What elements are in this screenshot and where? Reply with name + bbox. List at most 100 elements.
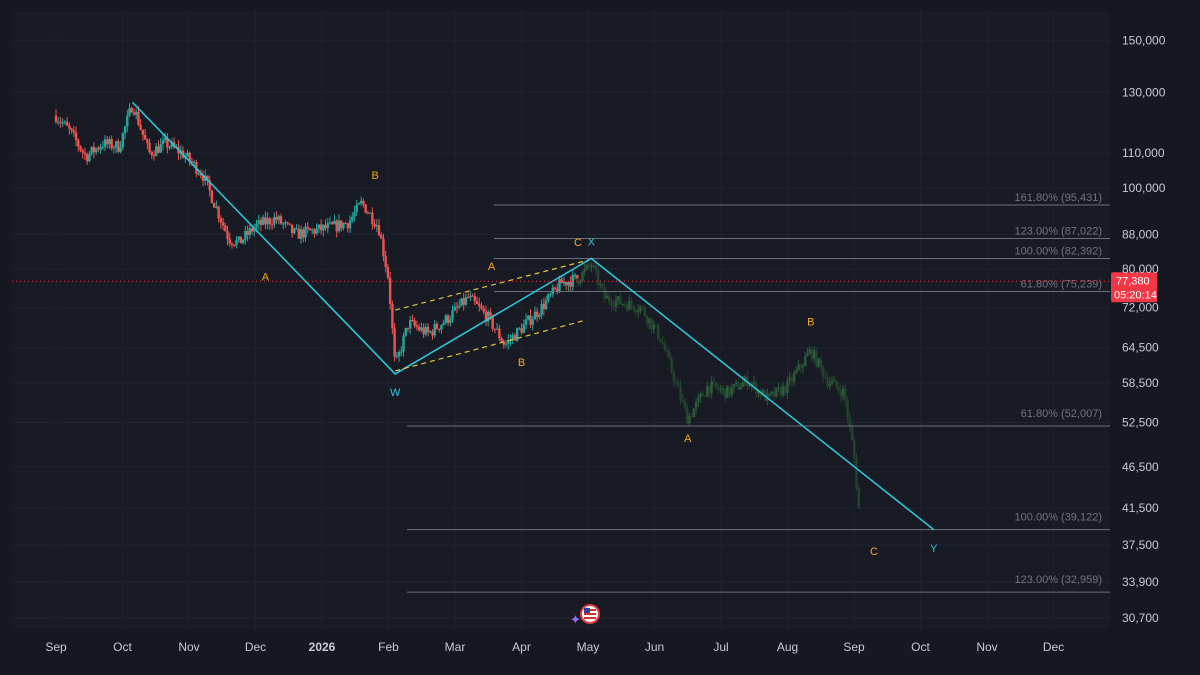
candle bbox=[444, 315, 448, 323]
projected-candle bbox=[837, 386, 840, 391]
candle bbox=[315, 228, 318, 234]
candle bbox=[112, 147, 116, 149]
projected-candle bbox=[645, 315, 649, 324]
projected-candle bbox=[732, 384, 736, 388]
candle bbox=[326, 223, 329, 229]
candle bbox=[493, 328, 497, 330]
candle bbox=[357, 203, 361, 205]
candle bbox=[275, 217, 278, 220]
candle bbox=[192, 161, 196, 163]
candle bbox=[310, 229, 314, 231]
candle bbox=[237, 236, 240, 240]
candle bbox=[233, 244, 236, 246]
candle bbox=[491, 315, 494, 329]
y-tick-label: 110,000 bbox=[1122, 146, 1165, 160]
candle bbox=[478, 303, 481, 307]
wave-line[interactable] bbox=[131, 101, 935, 531]
projected-candle bbox=[639, 306, 642, 311]
overlay-badge[interactable]: ✦ bbox=[570, 604, 600, 627]
candle bbox=[360, 200, 363, 204]
candle bbox=[393, 328, 396, 357]
projected-candle bbox=[590, 266, 593, 268]
projected-candle bbox=[681, 399, 684, 402]
candle bbox=[513, 335, 517, 341]
x-axis[interactable]: Sep Oct Nov Dec 2026 Feb Mar Apr May Jun Jul Aug Sep… bbox=[45, 640, 1064, 654]
candle bbox=[495, 328, 499, 330]
candle bbox=[562, 281, 566, 284]
candle bbox=[540, 303, 543, 315]
projected-candle bbox=[815, 350, 818, 367]
candle bbox=[308, 228, 312, 231]
us-flag-icon[interactable] bbox=[580, 604, 600, 624]
projected-candle bbox=[833, 380, 836, 382]
candle bbox=[186, 152, 189, 157]
candle bbox=[282, 223, 285, 225]
candle bbox=[500, 338, 503, 342]
plot-area[interactable] bbox=[12, 10, 1110, 630]
fib-label: 61.80% (75,239) bbox=[1021, 279, 1102, 291]
candle bbox=[166, 137, 169, 148]
projected-candle bbox=[719, 389, 722, 391]
candle bbox=[284, 222, 287, 224]
candle bbox=[373, 223, 376, 227]
candle bbox=[384, 256, 387, 268]
y-tick-label: 33,900 bbox=[1122, 575, 1159, 589]
candle bbox=[306, 226, 309, 229]
y-tick-label: 72,000 bbox=[1122, 301, 1159, 315]
current-price-label: 77,380 bbox=[1116, 275, 1150, 287]
candle bbox=[288, 223, 292, 225]
candle bbox=[504, 343, 508, 345]
channel-upper[interactable] bbox=[394, 259, 589, 311]
current-price-line: 77,380 05:20:14 bbox=[12, 272, 1157, 303]
candle bbox=[59, 121, 62, 123]
candle bbox=[366, 212, 370, 214]
candle bbox=[429, 331, 432, 333]
projected-candle bbox=[737, 382, 740, 390]
candle bbox=[549, 293, 552, 295]
candle bbox=[351, 216, 354, 221]
candle bbox=[346, 223, 350, 229]
candle bbox=[170, 142, 174, 148]
candle bbox=[114, 141, 118, 148]
y-tick-label: 37,500 bbox=[1122, 538, 1159, 552]
candle bbox=[61, 122, 64, 124]
candle bbox=[168, 147, 171, 149]
candle bbox=[440, 324, 443, 330]
candle bbox=[210, 190, 214, 204]
candle bbox=[161, 140, 165, 144]
candle bbox=[63, 121, 67, 123]
projected-candle bbox=[683, 401, 687, 408]
y-tick-label: 64,500 bbox=[1122, 341, 1159, 355]
candle bbox=[362, 200, 365, 205]
candle bbox=[97, 148, 100, 150]
channel-lower[interactable] bbox=[394, 319, 585, 372]
wave-label: B bbox=[372, 170, 379, 182]
candle bbox=[560, 279, 563, 284]
candle bbox=[344, 223, 347, 225]
candle bbox=[342, 223, 345, 229]
x-tick-label: Dec bbox=[1043, 640, 1064, 654]
candle bbox=[364, 204, 367, 213]
candle bbox=[533, 311, 537, 320]
projected-candle bbox=[768, 393, 771, 395]
candle bbox=[498, 328, 501, 339]
y-axis[interactable]: 150,000 130,000 110,000 100,000 88,000 80,000… bbox=[1122, 33, 1166, 625]
candle bbox=[108, 139, 111, 145]
projected-candle bbox=[688, 416, 691, 424]
candle bbox=[92, 146, 96, 153]
projected-candle bbox=[661, 341, 664, 344]
candle bbox=[569, 281, 572, 287]
candle bbox=[110, 139, 113, 149]
projected-candle bbox=[752, 382, 756, 384]
projected-candle bbox=[786, 380, 789, 394]
countdown-label: 05:20:14 bbox=[1114, 289, 1157, 301]
candle bbox=[146, 139, 149, 143]
candle bbox=[94, 148, 98, 153]
y-tick-label: 80,000 bbox=[1122, 262, 1159, 276]
candle bbox=[502, 341, 505, 345]
projected-candle bbox=[824, 376, 827, 378]
candle bbox=[68, 125, 71, 129]
candle bbox=[507, 339, 510, 344]
